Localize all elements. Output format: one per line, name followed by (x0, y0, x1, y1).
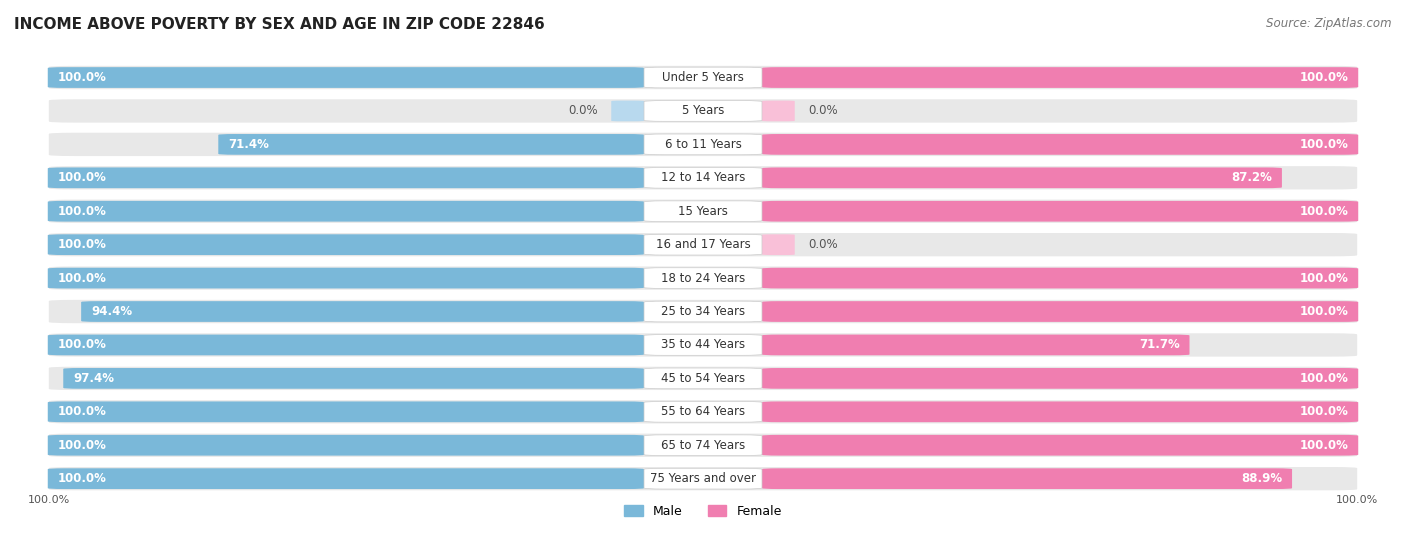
Text: 0.0%: 0.0% (808, 238, 838, 251)
FancyBboxPatch shape (48, 65, 1358, 90)
Legend: Male, Female: Male, Female (619, 500, 787, 523)
FancyBboxPatch shape (48, 433, 1358, 458)
FancyBboxPatch shape (612, 101, 644, 121)
FancyBboxPatch shape (762, 268, 1358, 288)
FancyBboxPatch shape (48, 201, 644, 221)
FancyBboxPatch shape (48, 466, 1358, 491)
FancyBboxPatch shape (48, 165, 1358, 191)
FancyBboxPatch shape (644, 168, 762, 188)
FancyBboxPatch shape (48, 366, 1358, 391)
Text: 100.0%: 100.0% (58, 338, 107, 352)
FancyBboxPatch shape (762, 101, 794, 121)
Text: 25 to 34 Years: 25 to 34 Years (661, 305, 745, 318)
FancyBboxPatch shape (644, 468, 762, 489)
Text: 100.0%: 100.0% (58, 238, 107, 251)
Text: 100.0%: 100.0% (58, 205, 107, 218)
Text: 100.0%: 100.0% (58, 472, 107, 485)
FancyBboxPatch shape (762, 67, 1358, 88)
FancyBboxPatch shape (762, 401, 1358, 422)
FancyBboxPatch shape (762, 435, 1358, 456)
FancyBboxPatch shape (48, 335, 644, 356)
FancyBboxPatch shape (48, 234, 644, 255)
Text: 55 to 64 Years: 55 to 64 Years (661, 405, 745, 418)
Text: 88.9%: 88.9% (1241, 472, 1282, 485)
FancyBboxPatch shape (48, 168, 644, 188)
FancyBboxPatch shape (63, 368, 644, 389)
Text: 100.0%: 100.0% (28, 495, 70, 505)
FancyBboxPatch shape (82, 301, 644, 322)
Text: 100.0%: 100.0% (58, 439, 107, 452)
FancyBboxPatch shape (48, 401, 644, 422)
FancyBboxPatch shape (48, 132, 1358, 157)
FancyBboxPatch shape (644, 268, 762, 288)
Text: 100.0%: 100.0% (58, 171, 107, 184)
FancyBboxPatch shape (644, 401, 762, 422)
FancyBboxPatch shape (644, 101, 762, 121)
Text: 87.2%: 87.2% (1232, 171, 1272, 184)
FancyBboxPatch shape (644, 201, 762, 221)
Text: 15 Years: 15 Years (678, 205, 728, 218)
Text: 100.0%: 100.0% (1336, 495, 1378, 505)
Text: 71.4%: 71.4% (228, 138, 269, 151)
Text: 100.0%: 100.0% (58, 405, 107, 418)
FancyBboxPatch shape (644, 234, 762, 255)
Text: 6 to 11 Years: 6 to 11 Years (665, 138, 741, 151)
FancyBboxPatch shape (644, 435, 762, 456)
FancyBboxPatch shape (644, 134, 762, 155)
Text: Under 5 Years: Under 5 Years (662, 71, 744, 84)
Text: 12 to 14 Years: 12 to 14 Years (661, 171, 745, 184)
FancyBboxPatch shape (48, 435, 644, 456)
FancyBboxPatch shape (762, 335, 1189, 356)
Text: 18 to 24 Years: 18 to 24 Years (661, 272, 745, 285)
FancyBboxPatch shape (644, 67, 762, 88)
Text: 100.0%: 100.0% (1299, 205, 1348, 218)
Text: 100.0%: 100.0% (1299, 439, 1348, 452)
FancyBboxPatch shape (644, 335, 762, 356)
Text: 5 Years: 5 Years (682, 105, 724, 117)
Text: 100.0%: 100.0% (1299, 71, 1348, 84)
FancyBboxPatch shape (218, 134, 644, 155)
FancyBboxPatch shape (762, 134, 1358, 155)
Text: 71.7%: 71.7% (1139, 338, 1180, 352)
Text: 97.4%: 97.4% (73, 372, 114, 385)
Text: 100.0%: 100.0% (1299, 405, 1348, 418)
FancyBboxPatch shape (762, 168, 1282, 188)
FancyBboxPatch shape (48, 67, 644, 88)
Text: Source: ZipAtlas.com: Source: ZipAtlas.com (1267, 17, 1392, 30)
FancyBboxPatch shape (48, 266, 1358, 291)
FancyBboxPatch shape (762, 201, 1358, 221)
Text: INCOME ABOVE POVERTY BY SEX AND AGE IN ZIP CODE 22846: INCOME ABOVE POVERTY BY SEX AND AGE IN Z… (14, 17, 544, 32)
FancyBboxPatch shape (48, 98, 1358, 124)
Text: 100.0%: 100.0% (1299, 305, 1348, 318)
Text: 100.0%: 100.0% (1299, 272, 1348, 285)
FancyBboxPatch shape (48, 198, 1358, 224)
Text: 100.0%: 100.0% (58, 71, 107, 84)
FancyBboxPatch shape (644, 368, 762, 389)
FancyBboxPatch shape (762, 468, 1292, 489)
Text: 75 Years and over: 75 Years and over (650, 472, 756, 485)
Text: 100.0%: 100.0% (1299, 372, 1348, 385)
FancyBboxPatch shape (762, 234, 794, 255)
Text: 100.0%: 100.0% (58, 272, 107, 285)
FancyBboxPatch shape (48, 268, 644, 288)
Text: 35 to 44 Years: 35 to 44 Years (661, 338, 745, 352)
FancyBboxPatch shape (48, 232, 1358, 257)
FancyBboxPatch shape (48, 299, 1358, 324)
Text: 94.4%: 94.4% (91, 305, 132, 318)
Text: 65 to 74 Years: 65 to 74 Years (661, 439, 745, 452)
Text: 0.0%: 0.0% (568, 105, 598, 117)
Text: 45 to 54 Years: 45 to 54 Years (661, 372, 745, 385)
FancyBboxPatch shape (48, 468, 644, 489)
Text: 0.0%: 0.0% (808, 105, 838, 117)
FancyBboxPatch shape (762, 301, 1358, 322)
Text: 100.0%: 100.0% (1299, 138, 1348, 151)
FancyBboxPatch shape (762, 368, 1358, 389)
FancyBboxPatch shape (48, 399, 1358, 424)
Text: 16 and 17 Years: 16 and 17 Years (655, 238, 751, 251)
FancyBboxPatch shape (48, 332, 1358, 358)
FancyBboxPatch shape (644, 301, 762, 322)
